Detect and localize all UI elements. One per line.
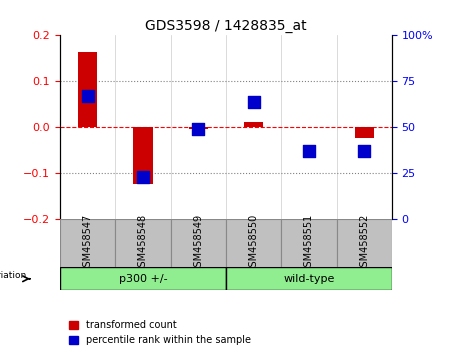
Point: [305, 149, 313, 154]
Point: [195, 126, 202, 132]
Bar: [355, 127, 374, 138]
Point: [139, 174, 147, 180]
Text: GSM458550: GSM458550: [248, 214, 259, 273]
Bar: [78, 51, 97, 127]
Text: GSM458549: GSM458549: [193, 214, 203, 273]
Point: [250, 99, 257, 104]
Bar: [133, 127, 153, 184]
FancyBboxPatch shape: [115, 219, 171, 267]
Title: GDS3598 / 1428835_at: GDS3598 / 1428835_at: [145, 19, 307, 33]
FancyBboxPatch shape: [226, 219, 281, 267]
Text: GSM458551: GSM458551: [304, 214, 314, 273]
Bar: [189, 127, 208, 129]
FancyBboxPatch shape: [60, 267, 226, 290]
Bar: [244, 122, 263, 127]
Text: wild-type: wild-type: [283, 274, 335, 284]
Text: p300 +/-: p300 +/-: [118, 274, 167, 284]
FancyBboxPatch shape: [281, 219, 337, 267]
FancyBboxPatch shape: [226, 267, 392, 290]
FancyBboxPatch shape: [171, 219, 226, 267]
FancyBboxPatch shape: [60, 219, 115, 267]
Text: genotype/variation: genotype/variation: [0, 271, 27, 280]
FancyBboxPatch shape: [337, 219, 392, 267]
Legend: transformed count, percentile rank within the sample: transformed count, percentile rank withi…: [65, 316, 255, 349]
Text: GSM458552: GSM458552: [359, 214, 369, 273]
Text: GSM458547: GSM458547: [83, 214, 93, 273]
Point: [361, 149, 368, 154]
Text: GSM458548: GSM458548: [138, 214, 148, 273]
Point: [84, 93, 91, 99]
